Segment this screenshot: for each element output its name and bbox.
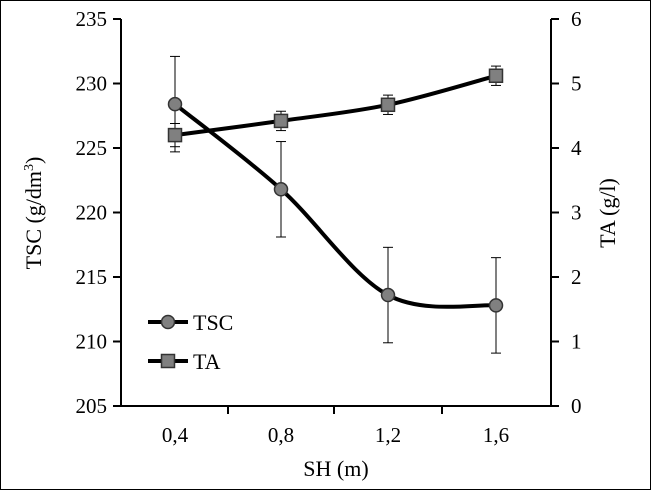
x-tick-label: 1,6: [483, 423, 509, 447]
right-tick-label: 1: [571, 330, 582, 354]
left-tick-label: 235: [76, 7, 108, 31]
x-axis-title: SH (m): [303, 456, 368, 481]
left-axis-ticks: 205 210 215 220 225 230 235: [76, 7, 121, 418]
left-tick-label: 225: [76, 136, 108, 160]
tsc-line: [173, 102, 497, 309]
ta-point: [273, 113, 289, 129]
left-tick-label: 210: [76, 330, 108, 354]
legend-ta-label: TA: [193, 349, 221, 374]
x-axis-ticks: 0,4 0,8 1,2 1,6: [162, 406, 509, 447]
right-tick-label: 5: [571, 72, 582, 96]
x-tick-label: 0,8: [268, 423, 294, 447]
left-tick-label: 205: [76, 394, 108, 418]
right-axis-ticks: 0 1 2 3 4 5 6: [551, 7, 582, 418]
right-tick-label: 4: [571, 136, 582, 160]
legend-tsc-marker: [160, 314, 176, 330]
ta-point: [488, 68, 504, 84]
x-tick-label: 1,2: [375, 423, 401, 447]
right-tick-label: 0: [571, 394, 582, 418]
right-axis-title: TA (g/l): [595, 178, 620, 248]
right-tick-label: 6: [571, 7, 582, 31]
tsc-point: [380, 287, 396, 303]
series-tsc: [167, 55, 504, 354]
left-axis-title: TSC (g/dm3): [21, 157, 46, 270]
right-tick-label: 3: [571, 201, 582, 225]
left-tick-label: 220: [76, 201, 108, 225]
tsc-point: [167, 96, 183, 112]
legend-tsc-label: TSC: [193, 310, 233, 335]
legend-ta-marker: [160, 353, 176, 369]
ta-line: [174, 73, 497, 138]
legend: TSC TA: [148, 310, 233, 374]
left-axis-title-superscript: 3: [22, 164, 37, 171]
ta-point: [380, 97, 396, 113]
x-tick-label: 0,4: [162, 423, 189, 447]
right-tick-label: 2: [571, 265, 582, 289]
series-layer: [167, 55, 504, 354]
tsc-point: [488, 298, 504, 313]
left-tick-label: 230: [76, 72, 108, 96]
left-tick-label: 215: [76, 265, 108, 289]
series-ta: [167, 65, 504, 148]
ta-point: [167, 127, 183, 143]
tsc-point: [273, 182, 289, 197]
